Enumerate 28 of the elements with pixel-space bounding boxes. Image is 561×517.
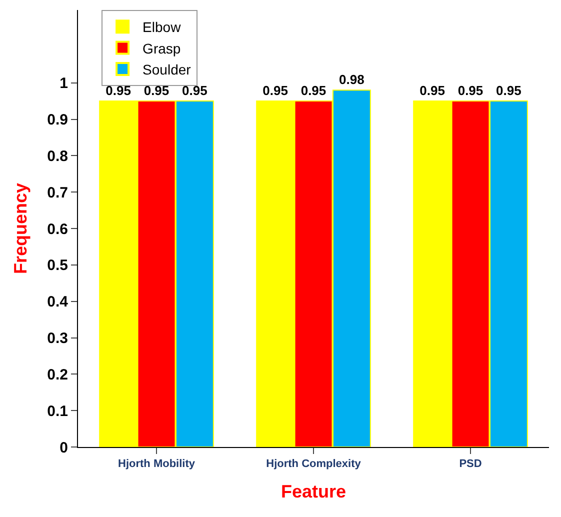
legend-label: Grasp <box>142 40 181 56</box>
y-tick-label: 0.8 <box>47 148 68 165</box>
x-axis-title: Feature <box>280 481 346 502</box>
y-tick-label: 0.6 <box>47 220 68 238</box>
x-tick-label: Hjorth Mobility <box>118 458 196 470</box>
data-label: 0.95 <box>144 83 170 98</box>
y-axis-title: Frequency <box>10 182 30 274</box>
y-tick-label: 0.4 <box>47 294 69 311</box>
y-tick-label: 0.9 <box>47 112 68 128</box>
data-label: 0.95 <box>458 83 484 98</box>
data-label: 0.95 <box>300 83 326 98</box>
legend-label: Soulder <box>142 61 192 78</box>
data-label: 0.98 <box>339 72 364 88</box>
y-tick-label: 0.1 <box>47 402 68 420</box>
x-tick-label: Hjorth Complexity <box>266 458 362 470</box>
y-tick-label: 0.7 <box>47 184 68 202</box>
y-tick-label: 1 <box>60 75 68 92</box>
y-tick-label: 0.2 <box>47 366 68 384</box>
legend-label: Elbow <box>142 19 182 36</box>
data-label: 0.95 <box>420 83 445 98</box>
data-label: 0.95 <box>106 83 131 98</box>
data-label: 0.95 <box>262 83 288 98</box>
data-label: 0.95 <box>182 83 208 98</box>
y-tick-label: 0.3 <box>47 330 68 347</box>
x-tick-label: PSD <box>459 458 482 470</box>
y-tick-label: 0 <box>60 439 68 456</box>
data-label: 0.95 <box>496 83 522 98</box>
y-tick-label: 0.5 <box>47 257 68 274</box>
